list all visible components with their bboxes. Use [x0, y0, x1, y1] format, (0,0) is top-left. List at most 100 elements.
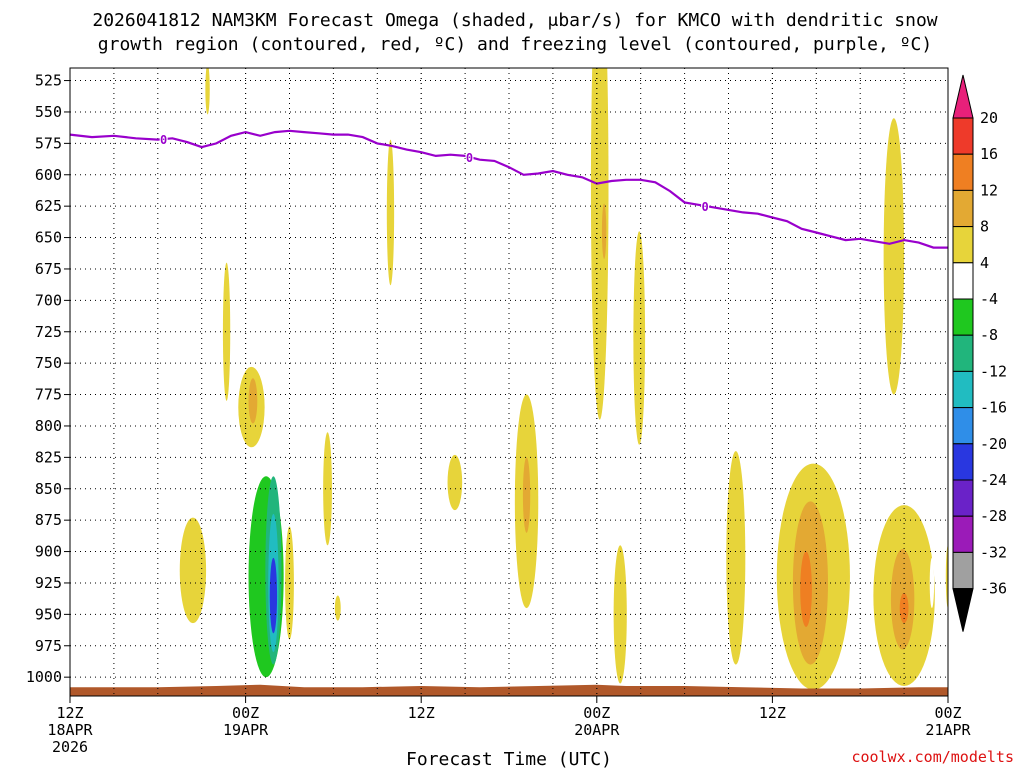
- x-tick-label-5-0: 00Z: [934, 704, 961, 722]
- y-tick-label-975: 975: [35, 637, 62, 655]
- y-tick-label-700: 700: [35, 291, 62, 309]
- y-axis: 525 550 575 600 625 650 675 700 725 750 775 800 825 8…: [26, 72, 70, 686]
- x-tick-label-5-1: 21APR: [925, 721, 971, 739]
- omega-feature-5: [242, 227, 249, 273]
- omega-feature-19: [476, 237, 493, 477]
- omega-feature-23: [590, 526, 603, 627]
- colorbar-label-8: -16: [980, 399, 1007, 417]
- y-tick-label-950: 950: [35, 605, 62, 623]
- omega-feature-26: [614, 99, 621, 188]
- y-tick-label-550: 550: [35, 103, 62, 121]
- x-tick-label-3-1: 20APR: [574, 721, 620, 739]
- omega-feature-17: [385, 469, 396, 583]
- y-tick-label-675: 675: [35, 260, 62, 278]
- colorbar-box-3: [952, 189, 974, 228]
- y-tick-label-800: 800: [35, 417, 62, 435]
- colorbar-box-4: [952, 226, 974, 264]
- x-tick-label-1-1: 19APR: [223, 721, 269, 739]
- freezing-label-bg-1: [465, 150, 474, 164]
- omega-feature-4: [179, 517, 207, 624]
- colorbar-box-8: [952, 370, 974, 409]
- y-tick-label-875: 875: [35, 511, 62, 529]
- colorbar-box-7: [952, 334, 974, 372]
- freezing-label-0: 0: [160, 133, 167, 147]
- freezing-label-bg-2: [701, 198, 710, 212]
- colorbar-box-2: [952, 153, 974, 191]
- y-tick-label-900: 900: [35, 543, 62, 561]
- omega-feature-32: [795, 68, 815, 364]
- colorbar-label-2: 12: [980, 181, 998, 199]
- chart-title-line1: 2026041812 NAM3KM Forecast Omega (shaded…: [92, 10, 937, 31]
- chart-title-line2: growth region (contoured, red, ºC) and f…: [98, 34, 932, 55]
- y-tick-label-775: 775: [35, 386, 62, 404]
- freezing-label-2: 0: [701, 200, 708, 214]
- omega-feature-30: [726, 451, 746, 665]
- colorbar-label-9: -20: [980, 435, 1007, 453]
- colorbar-label-5: -4: [980, 290, 998, 308]
- colorbar-label-13: -36: [980, 580, 1007, 598]
- freezing-label-bg-0: [159, 132, 168, 146]
- colorbar-label-3: 8: [980, 218, 989, 236]
- y-tick-label-725: 725: [35, 323, 62, 341]
- omega-feature-22: [552, 488, 557, 552]
- x-tick-label-0-0: 12Z: [56, 704, 83, 722]
- freezing-level-line: [69, 129, 948, 249]
- colorbar-box-9: [952, 407, 974, 445]
- omega-feature-0: [205, 68, 210, 115]
- omega-feature-14: [334, 595, 341, 621]
- colorbar-label-10: -24: [980, 471, 1007, 489]
- y-tick-label-625: 625: [35, 197, 62, 215]
- omega-feature-36: [883, 118, 905, 395]
- omega-feature-1: [222, 262, 231, 401]
- omega-feature-15: [386, 139, 395, 286]
- omega-feature-28: [633, 231, 646, 445]
- colorbar: 20 16 12 8 4 -4 -8 -12 -16 -20 -24 -28 -32 -36: [952, 74, 1007, 632]
- colorbar-label-4: 4: [980, 254, 989, 272]
- colorbar-label-0: 20: [980, 109, 998, 127]
- colorbar-label-7: -12: [980, 362, 1007, 380]
- colorbar-box-12: [952, 515, 974, 553]
- colorbar-label-11: -28: [980, 507, 1007, 525]
- y-tick-label-1000: 1000: [26, 668, 62, 686]
- colorbar-bottom-triangle: [952, 588, 974, 632]
- omega-feature-12: [323, 432, 332, 546]
- x-tick-label-2-0: 12Z: [408, 704, 435, 722]
- y-tick-label-850: 850: [35, 480, 62, 498]
- omega-feature-11: [285, 526, 294, 640]
- x-tick-label-4-0: 12Z: [759, 704, 786, 722]
- omega-feature-16: [399, 360, 406, 416]
- x-tick-label-0-2: 2026: [52, 738, 88, 756]
- x-axis-label: Forecast Time (UTC): [406, 749, 612, 768]
- omega-feature-21: [522, 457, 531, 533]
- omega-feature-35: [800, 551, 812, 627]
- omega-feature-41: [945, 545, 948, 609]
- colorbar-top-triangle: [952, 74, 974, 119]
- colorbar-box-10: [952, 443, 974, 481]
- y-tick-label-525: 525: [35, 72, 62, 90]
- omega-feature-25: [601, 203, 607, 259]
- colorbar-box-1: [952, 117, 974, 155]
- freezing-level-contour: 0 0 0: [69, 129, 948, 249]
- y-tick-label-750: 750: [35, 354, 62, 372]
- freezing-label-1: 0: [466, 151, 473, 165]
- colorbar-box-11: [952, 479, 974, 517]
- omega-feature-3: [248, 378, 258, 424]
- y-tick-label-650: 650: [35, 229, 62, 247]
- omega-feature-29: [636, 507, 643, 609]
- omega-feature-40: [929, 557, 935, 609]
- colorbar-label-6: -8: [980, 326, 998, 344]
- y-tick-label-925: 925: [35, 574, 62, 592]
- x-tick-label-3-0: 00Z: [583, 704, 610, 722]
- y-tick-label-600: 600: [35, 166, 62, 184]
- x-tick-label-0-1: 18APR: [47, 721, 93, 739]
- omega-feature-31: [741, 181, 774, 458]
- colorbar-label-1: 16: [980, 145, 998, 163]
- x-tick-label-1-0: 00Z: [232, 704, 259, 722]
- omega-feature-13: [303, 497, 308, 523]
- colorbar-box-13: [952, 551, 974, 590]
- colorbar-label-12: -32: [980, 543, 1007, 561]
- y-tick-label-825: 825: [35, 448, 62, 466]
- y-tick-label-575: 575: [35, 134, 62, 152]
